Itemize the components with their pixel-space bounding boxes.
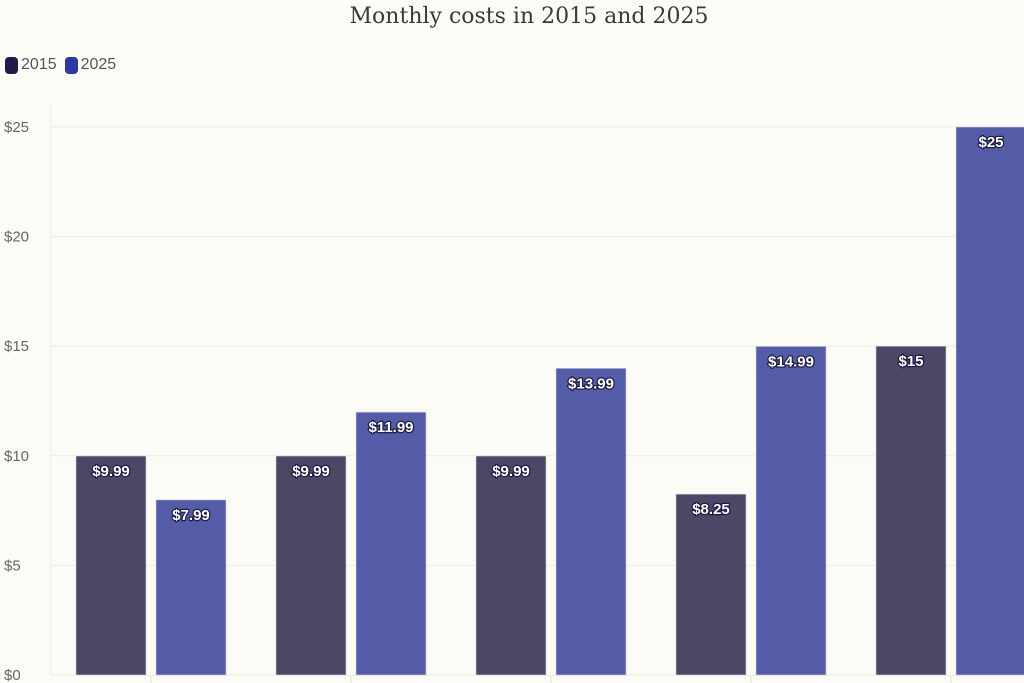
- y-tick-label: $5: [4, 557, 21, 574]
- legend-swatch-2025: [64, 56, 78, 74]
- data-label-2015: $15: [898, 353, 923, 370]
- legend-item-2015[interactable]: 2015: [5, 56, 57, 74]
- data-label-2015: $9.99: [292, 463, 330, 480]
- legend-label-2015: 2015: [21, 56, 57, 73]
- bar-2015: [875, 345, 947, 676]
- y-tick-label: $15: [4, 338, 29, 355]
- y-tick-label: $20: [4, 229, 29, 246]
- data-label-2025: $7.99: [172, 507, 210, 524]
- data-label-2015: $8.25: [692, 501, 730, 518]
- bar-2015: [675, 493, 747, 676]
- bar-2025: [155, 499, 227, 676]
- y-tick-label: $0: [4, 667, 21, 683]
- data-label-2025: $13.99: [568, 375, 614, 392]
- y-tick-label: $25: [4, 119, 29, 136]
- bar-2025: [955, 126, 1024, 676]
- legend-swatch-2015: [5, 56, 18, 74]
- bar-2025: [755, 346, 827, 676]
- bar-2025: [555, 368, 627, 676]
- data-label-2025: $25: [978, 134, 1003, 151]
- bar-2015: [275, 455, 347, 676]
- data-label-2025: $14.99: [768, 353, 814, 370]
- legend-label-2025: 2025: [80, 56, 117, 73]
- legend-item-2025[interactable]: 2025: [64, 56, 117, 74]
- bar-2025: [355, 411, 427, 676]
- chart-title: Monthly costs in 2015 and 2025: [349, 4, 709, 29]
- data-label-2015: $9.99: [492, 463, 530, 480]
- y-tick-label: $10: [4, 448, 29, 465]
- bar-2015: [475, 455, 547, 676]
- data-label-2015: $9.99: [92, 463, 130, 480]
- data-label-2025: $11.99: [368, 419, 413, 436]
- legend: 2015 2025: [5, 56, 116, 74]
- bar-2015: [75, 455, 147, 676]
